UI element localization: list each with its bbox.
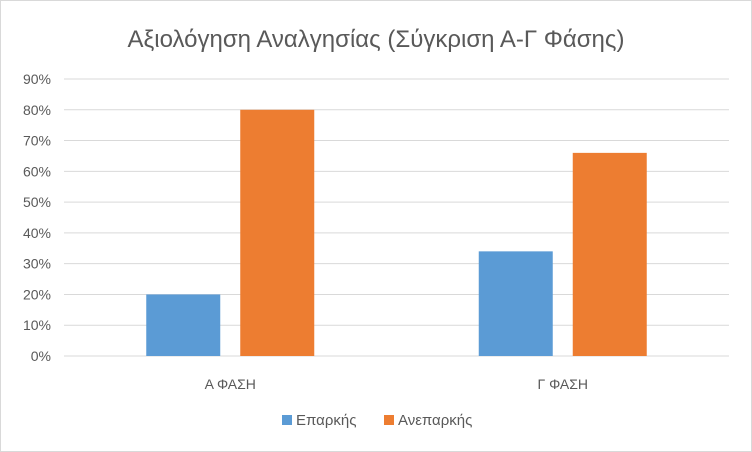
bars xyxy=(146,109,647,357)
y-tick-label: 0% xyxy=(31,348,51,364)
y-tick-label: 50% xyxy=(23,194,51,210)
y-tick-label: 20% xyxy=(23,286,51,302)
y-tick-label: 40% xyxy=(23,225,51,241)
y-tick-label: 70% xyxy=(23,133,51,149)
legend-swatch xyxy=(282,415,292,425)
y-tick-label: 30% xyxy=(23,256,51,272)
bar-adequate-1 xyxy=(146,294,221,356)
bar-adequate-2 xyxy=(478,251,553,356)
legend-label: Ανεπαρκής xyxy=(398,412,472,429)
legend-label: Επαρκής xyxy=(296,412,356,429)
y-tick-label: 90% xyxy=(23,71,51,87)
y-tick-label: 10% xyxy=(23,317,51,333)
y-tick-label: 80% xyxy=(23,102,51,118)
legend-swatch xyxy=(384,415,394,425)
chart-title: Αξιολόγηση Αναλγησίας (Σύγκριση Α-Γ Φάση… xyxy=(128,26,625,53)
x-tick-label: Γ ΦΑΣΗ xyxy=(538,376,588,392)
bar-inadequate-1 xyxy=(240,109,315,357)
bar-inadequate-2 xyxy=(572,152,647,356)
x-axis-ticks: Α ΦΑΣΗ Γ ΦΑΣΗ xyxy=(205,376,588,392)
y-axis-ticks: 0% 10% 20% 30% 40% 50% 60% 70% 80% 90% xyxy=(23,71,51,364)
legend: Επαρκής Ανεπαρκής xyxy=(282,412,472,429)
y-tick-label: 60% xyxy=(23,163,51,179)
x-tick-label: Α ΦΑΣΗ xyxy=(205,376,256,392)
